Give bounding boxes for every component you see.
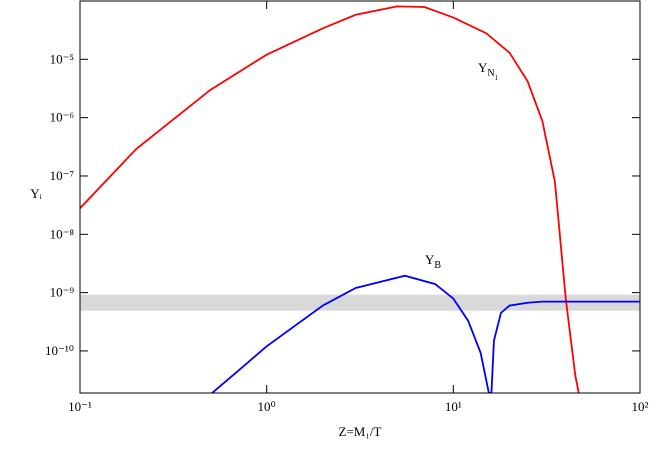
x-tick-label: 10² bbox=[632, 399, 649, 414]
axes: 10⁻¹ 10⁰ 10¹ 10² 10⁻¹⁰ 10⁻⁹ 10⁻⁸ 10⁻⁷ 10⁻⁶ 10⁻⁵ bbox=[45, 1, 649, 414]
series-label-part: N bbox=[487, 68, 494, 79]
y-tick-label: 10⁻⁷ bbox=[50, 168, 74, 183]
y-tick-label: 10⁻⁸ bbox=[50, 226, 75, 241]
series-label-part: Y bbox=[425, 252, 435, 267]
y-axis-title: Yᵢ bbox=[30, 186, 42, 201]
y-tick-label: 10⁻¹⁰ bbox=[45, 343, 74, 358]
series-label: YN1 bbox=[478, 60, 499, 82]
series-label-part: Y bbox=[478, 60, 488, 75]
x-tick-label: 10⁰ bbox=[258, 399, 276, 414]
series-label-part: B bbox=[434, 260, 441, 271]
plot-background bbox=[80, 294, 640, 311]
x-tick-label: 10¹ bbox=[445, 399, 462, 414]
line bbox=[80, 5, 580, 393]
series-label-part: 1 bbox=[495, 74, 499, 82]
y-tick-label: 10⁻⁶ bbox=[50, 110, 74, 125]
line bbox=[211, 274, 640, 393]
plot-frame bbox=[79, 0, 641, 394]
y-tick-label: 10⁻⁹ bbox=[50, 285, 75, 300]
y-tick-label: 10⁻⁵ bbox=[50, 51, 74, 66]
x-axis-title: Z=M₁/T bbox=[339, 424, 382, 439]
band bbox=[80, 294, 640, 311]
series-label: YB bbox=[425, 252, 441, 271]
plot-area bbox=[80, 5, 640, 393]
x-tick-label: 10⁻¹ bbox=[68, 399, 92, 414]
